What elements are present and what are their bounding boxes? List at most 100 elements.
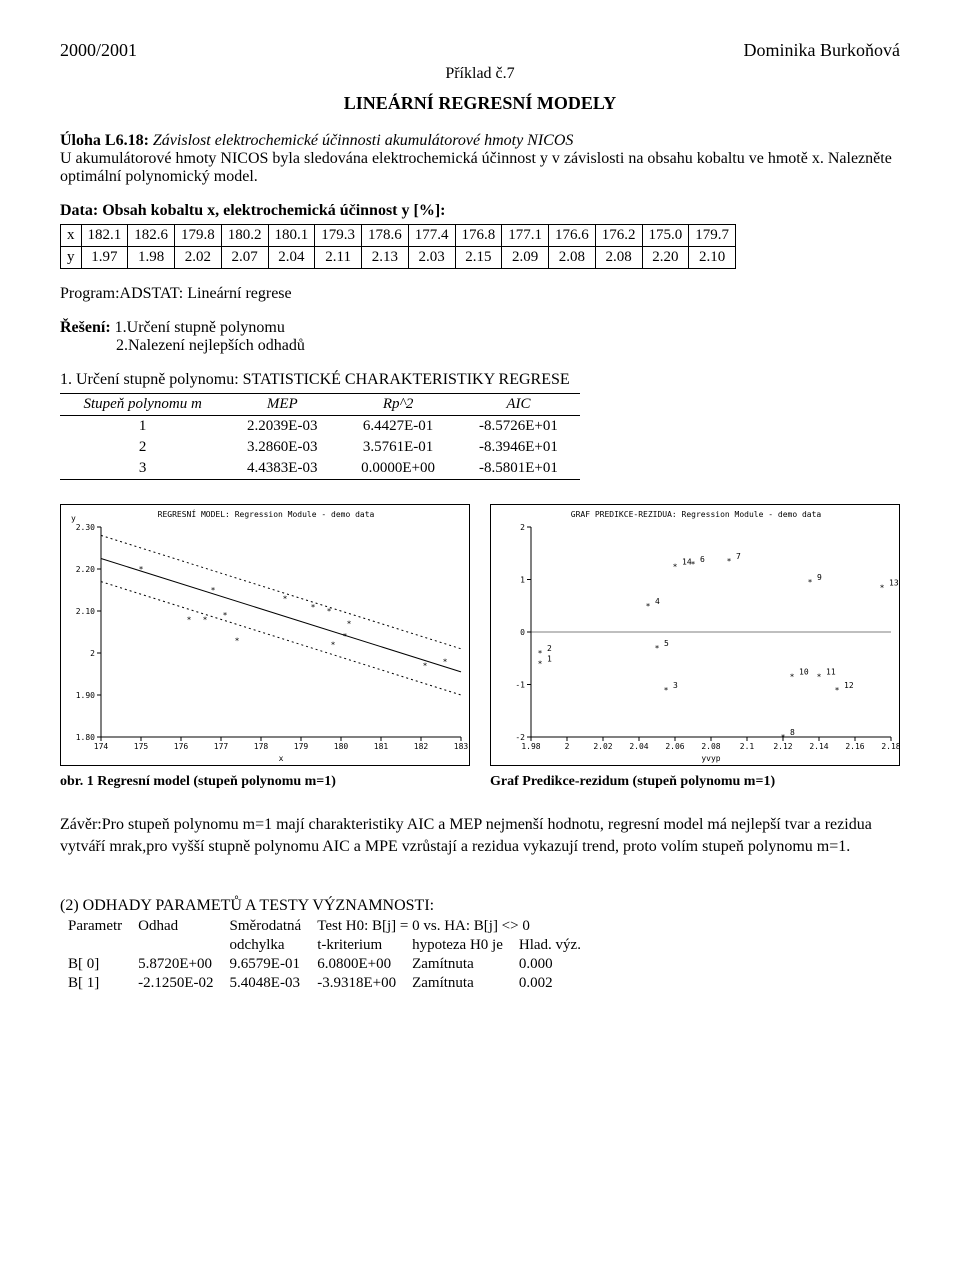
svg-text:180: 180 [334,742,349,751]
svg-text:*: * [203,615,208,624]
params-cell: 9.6579E-01 [222,955,310,974]
svg-text:-1: -1 [515,681,525,690]
uloha-body: U akumulátorové hmoty NICOS byla sledová… [60,150,892,185]
priklad-line: Příklad č.7 [60,65,900,83]
svg-text:*: * [187,615,192,624]
svg-text:4: 4 [655,597,660,606]
page-title: LINEÁRNÍ REGRESNÍ MODELY [60,93,900,114]
data-cell: 180.2 [221,225,268,247]
stats-cell: 3.2860E-03 [225,437,339,458]
reseni-block: Řešení: 1.Určení stupně polynomu 2.Nalez… [60,319,900,355]
params-cell: B[ 0] [60,955,130,974]
params-cell: -3.9318E+00 [309,974,404,993]
svg-text:14: 14 [682,557,692,566]
svg-text:2: 2 [547,644,552,653]
svg-text:8: 8 [790,728,795,737]
reseni-item-1: 1.Určení stupně polynomu [115,319,285,336]
residuals-chart: GRAF PREDIKCE-REZIDUA: Regression Module… [490,504,900,766]
data-cell: 179.3 [315,225,362,247]
svg-text:2.04: 2.04 [629,742,648,751]
svg-text:*: * [673,562,678,571]
stats-cell: 3.5761E-01 [339,437,457,458]
data-cell: 176.8 [455,225,502,247]
svg-text:2: 2 [520,523,525,532]
program-line: Program:ADSTAT: Lineární regrese [60,285,900,303]
params-hdr2: t-kriterium [309,936,404,955]
svg-text:1: 1 [520,576,525,585]
svg-text:*: * [347,620,352,629]
svg-text:*: * [423,662,428,671]
stats-col: MEP [225,394,339,416]
data-cell: 2.10 [689,247,736,269]
stats-cell: 0.0000E+00 [339,458,457,480]
params-hdr2 [60,936,130,955]
params-cell: B[ 1] [60,974,130,993]
stats-cell: -8.5726E+01 [457,416,580,438]
params-cell: 0.000 [511,955,589,974]
data-table: x182.1182.6179.8180.2180.1179.3178.6177.… [60,224,736,269]
svg-text:2.02: 2.02 [593,742,612,751]
data-cell: 177.1 [502,225,549,247]
svg-text:3: 3 [673,681,678,690]
svg-text:2.18: 2.18 [881,742,900,751]
data-cell: 2.07 [221,247,268,269]
svg-text:*: * [655,644,660,653]
svg-text:2.16: 2.16 [845,742,864,751]
caption-right: Graf Predikce-rezidum (stupeň polynomu m… [490,774,900,790]
data-cell: 2.09 [502,247,549,269]
header-left: 2000/2001 [60,40,137,61]
svg-text:181: 181 [374,742,389,751]
params-hdr2: odchylka [222,936,310,955]
svg-text:179: 179 [294,742,309,751]
charts-row: REGRESNÍ MODEL: Regression Module - demo… [60,504,900,766]
params-hdr: Parametr [60,917,130,936]
data-cell: 2.11 [315,247,362,269]
data-cell: 180.1 [268,225,315,247]
params-hdr: Test H0: B[j] = 0 vs. HA: B[j] <> 0 [309,917,589,936]
svg-text:*: * [880,583,885,592]
svg-text:*: * [343,632,348,641]
svg-text:1.98: 1.98 [521,742,540,751]
data-cell: 182.6 [128,225,175,247]
svg-text:2.08: 2.08 [701,742,720,751]
stats-col: Rp^2 [339,394,457,416]
svg-text:7: 7 [736,552,741,561]
stats-cell: 6.4427E-01 [339,416,457,438]
svg-text:y: y [71,514,76,523]
svg-text:2: 2 [90,649,95,658]
data-cell: 179.7 [689,225,736,247]
svg-text:6: 6 [700,555,705,564]
data-row-hdr: x [61,225,82,247]
data-cell: 2.03 [408,247,455,269]
stats-cell: 3 [60,458,225,480]
data-cell: 2.15 [455,247,502,269]
svg-text:10: 10 [799,668,809,677]
svg-text:*: * [283,594,288,603]
svg-text:2.14: 2.14 [809,742,828,751]
svg-text:*: * [139,565,144,574]
svg-text:*: * [646,602,651,611]
stats-col: AIC [457,394,580,416]
reseni-item-2: 2.Nalezení nejlepších odhadů [60,337,900,355]
stats-cell: -8.3946E+01 [457,437,580,458]
stats-cell: 1 [60,416,225,438]
reseni-label: Řešení: [60,319,111,336]
svg-text:175: 175 [134,742,149,751]
svg-text:178: 178 [254,742,269,751]
svg-text:2.1: 2.1 [740,742,755,751]
params-cell: 5.8720E+00 [130,955,221,974]
stats-heading: 1. Určení stupně polynomu: STATISTICKÉ C… [60,371,900,389]
svg-text:183: 183 [454,742,469,751]
params-title: (2) ODHADY PARAMETŮ A TESTY VÝZNAMNOSTI: [60,897,900,915]
svg-text:*: * [790,673,795,682]
svg-text:9: 9 [817,573,822,582]
svg-text:2.06: 2.06 [665,742,684,751]
header-right: Dominika Burkoňová [744,40,900,61]
svg-text:yvyp: yvyp [701,754,720,763]
data-cell: 2.20 [642,247,689,269]
svg-text:2: 2 [565,742,570,751]
svg-text:2.20: 2.20 [76,565,95,574]
stats-cell: 2.2039E-03 [225,416,339,438]
regression-chart: REGRESNÍ MODEL: Regression Module - demo… [60,504,470,766]
svg-text:REGRESNÍ MODEL: Regression Mod: REGRESNÍ MODEL: Regression Module - demo… [158,508,375,519]
